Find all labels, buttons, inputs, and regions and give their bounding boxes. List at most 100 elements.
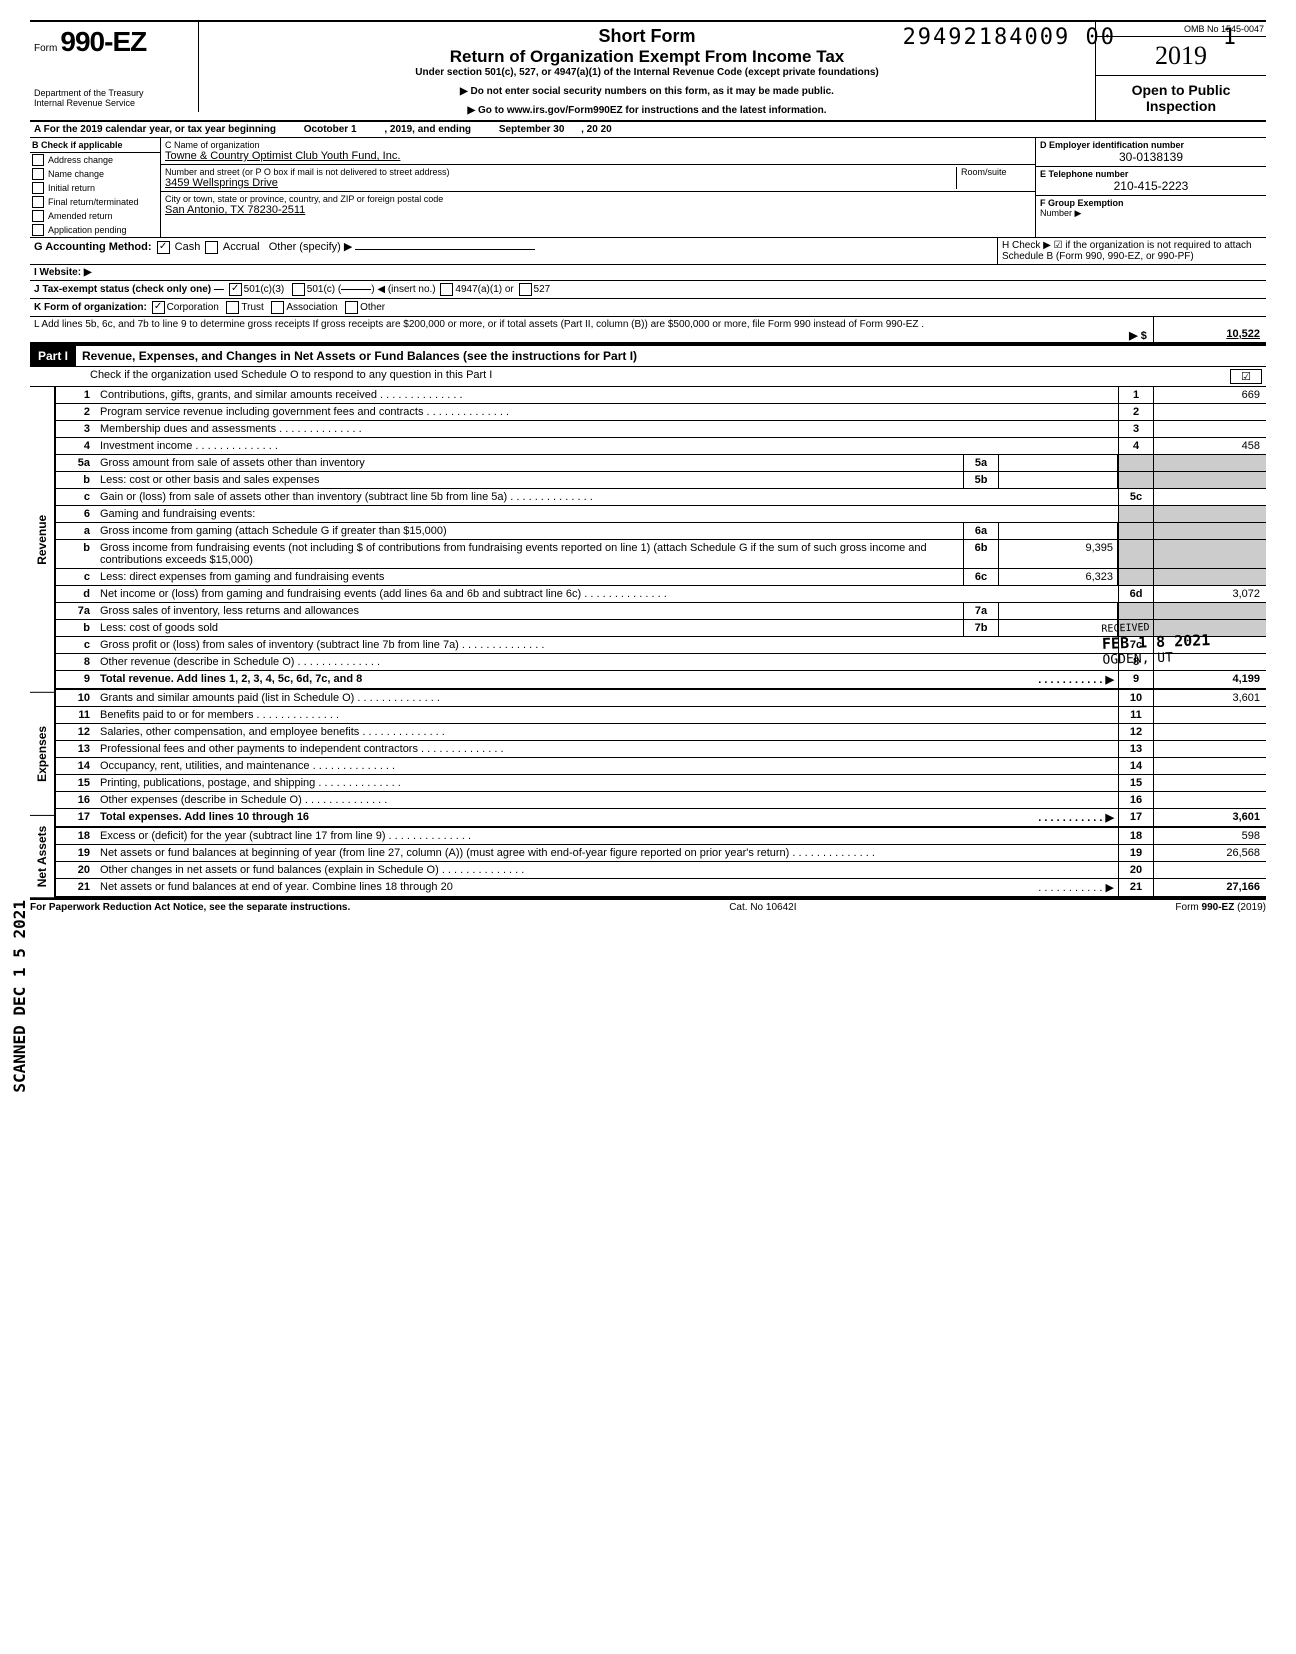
sub-title: Under section 501(c), 527, or 4947(a)(1)… [207,67,1087,78]
side-netassets: Net Assets [30,816,54,898]
line-desc: Membership dues and assessments . . . . … [96,421,1118,437]
chk-501c[interactable] [292,283,305,296]
line-desc: Printing, publications, postage, and shi… [96,775,1118,791]
right-line-number: 1 [1118,387,1154,403]
line-i: I Website: ▶ [30,265,1266,281]
line-number: c [56,637,96,653]
chk-final-return[interactable]: Final return/terminated [30,195,160,209]
right-line-value: 4,199 [1154,671,1266,688]
right-line-number: 3 [1118,421,1154,437]
right-line-number: 4 [1118,438,1154,454]
line-20: 20Other changes in net assets or fund ba… [56,862,1266,879]
chk-4947[interactable] [440,283,453,296]
right-line-value [1154,724,1266,740]
line-desc: Occupancy, rent, utilities, and maintena… [96,758,1118,774]
mid-line-number: 7b [963,620,999,636]
room-suite-label: Room/suite [956,167,1031,189]
chk-trust[interactable] [226,301,239,314]
line-4: 4Investment income . . . . . . . . . . .… [56,438,1266,455]
instruction-1: ▶ Do not enter social security numbers o… [207,86,1087,97]
line-desc: Total expenses. Add lines 10 through 16 … [96,809,1118,826]
mid-line-number: 5a [963,455,999,471]
chk-application-pending[interactable]: Application pending [30,223,160,237]
chk-527[interactable] [519,283,532,296]
line-desc: Net assets or fund balances at end of ye… [96,879,1118,896]
line-number: 4 [56,438,96,454]
line-l-value: 10,522 [1153,317,1266,342]
line-desc: Total revenue. Add lines 1, 2, 3, 4, 5c,… [96,671,1118,688]
right-line-number: 2 [1118,404,1154,420]
part-1-label: Part I [30,346,76,366]
line-b: bLess: cost or other basis and sales exp… [56,472,1266,489]
section-bcd: B Check if applicable Address change Nam… [30,138,1266,238]
line-desc: Gaming and fundraising events: [96,506,1118,522]
right-line-value: 27,166 [1154,879,1266,896]
line-number: 10 [56,690,96,706]
right-line-value: 26,568 [1154,845,1266,861]
line-k: K Form of organization: ✓ Corporation Tr… [30,299,1266,317]
line-10: 10Grants and similar amounts paid (list … [56,690,1266,707]
line-a-begin: Ocotober 1 [304,124,357,135]
group-exemption-number-label: Number ▶ [1040,208,1262,219]
chk-accrual[interactable] [205,241,218,254]
chk-other-org[interactable] [345,301,358,314]
line-number: 20 [56,862,96,878]
addr-label: Number and street (or P O box if mail is… [165,167,956,177]
line-number: 2 [56,404,96,420]
right-line-number: 6d [1118,586,1154,602]
line-2: 2Program service revenue including gover… [56,404,1266,421]
part-1-schedule-o-check[interactable]: ☑ [1230,369,1262,384]
line-desc: Gross profit or (loss) from sales of inv… [96,637,1118,653]
right-line-number: 19 [1118,845,1154,861]
line-desc: Gross income from fundraising events (no… [96,540,963,568]
group-exemption-label: F Group Exemption [1040,198,1262,208]
line-g: G Accounting Method: ✓ Cash Accrual Othe… [30,238,997,264]
line-15: 15Printing, publications, postage, and s… [56,775,1266,792]
chk-address-change[interactable]: Address change [30,153,160,167]
mid-line-number: 7a [963,603,999,619]
org-name-label: C Name of organization [165,140,1031,150]
main-title: Return of Organization Exempt From Incom… [207,47,1087,67]
form-number: 990-EZ [60,26,146,57]
line-a: aGross income from gaming (attach Schedu… [56,523,1266,540]
line-a-prefix: A For the 2019 calendar year, or tax yea… [34,124,276,135]
instruction-2: ▶ Go to www.irs.gov/Form990EZ for instru… [207,105,1087,116]
line-number: 17 [56,809,96,826]
line-desc: Other revenue (describe in Schedule O) .… [96,654,1118,670]
omb-number: OMB No 1545-0047 [1096,22,1266,37]
line-desc: Benefits paid to or for members . . . . … [96,707,1118,723]
line-14: 14Occupancy, rent, utilities, and mainte… [56,758,1266,775]
right-line-value [1154,758,1266,774]
chk-association[interactable] [271,301,284,314]
line-number: 16 [56,792,96,808]
right-line-value: 598 [1154,828,1266,844]
chk-name-change[interactable]: Name change [30,167,160,181]
open-public-1: Open to Public [1098,82,1264,98]
line-number: 12 [56,724,96,740]
chk-corporation[interactable]: ✓ [152,301,165,314]
document-number: 29492184009 00 [903,25,1116,50]
right-line-number: 10 [1118,690,1154,706]
line-1: 1Contributions, gifts, grants, and simil… [56,387,1266,404]
line-number: d [56,586,96,602]
mid-line-number: 5b [963,472,999,488]
line-a-end: September 30 [499,124,565,135]
org-city: San Antonio, TX 78230-2511 [165,204,1031,216]
chk-501c3[interactable]: ✓ [229,283,242,296]
chk-amended-return[interactable]: Amended return [30,209,160,223]
line-a-suffix: , 20 20 [581,124,612,135]
line-5a: 5aGross amount from sale of assets other… [56,455,1266,472]
right-line-value: 3,601 [1154,809,1266,826]
line-number: 1 [56,387,96,403]
line-number: b [56,472,96,488]
chk-cash[interactable]: ✓ [157,241,170,254]
part-1-check-line: Check if the organization used Schedule … [90,369,1230,384]
line-desc: Excess or (deficit) for the year (subtra… [96,828,1118,844]
line-desc: Gross amount from sale of assets other t… [96,455,963,471]
line-desc: Gross income from gaming (attach Schedul… [96,523,963,539]
ein-value: 30-0138139 [1040,150,1262,164]
chk-initial-return[interactable]: Initial return [30,181,160,195]
part-1-header: Part I Revenue, Expenses, and Changes in… [30,344,1266,367]
mid-line-number: 6b [963,540,999,568]
line-l-text: L Add lines 5b, 6c, and 7b to line 9 to … [30,317,1123,342]
